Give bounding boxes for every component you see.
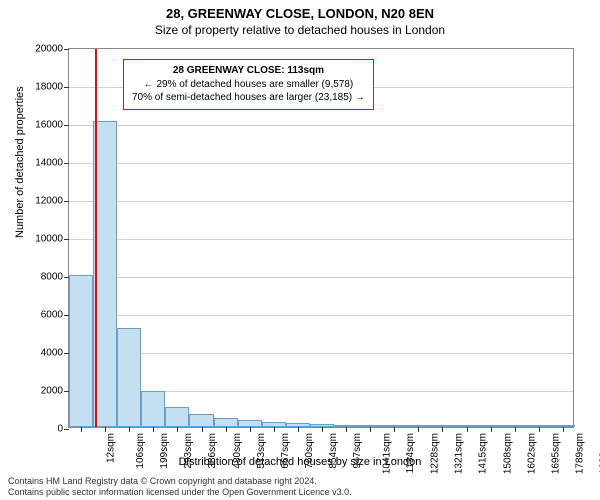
grid-line	[69, 239, 573, 240]
y-tick-mark	[64, 201, 69, 202]
histogram-bar	[141, 391, 165, 427]
y-axis-label: Number of detached properties	[14, 86, 26, 238]
x-tick-mark	[129, 427, 130, 432]
x-tick-label: 12sqm	[106, 433, 117, 463]
x-tick-label: 1041sqm	[382, 433, 393, 474]
x-tick-mark	[442, 427, 443, 432]
x-tick-mark	[202, 427, 203, 432]
grid-line	[69, 163, 573, 164]
x-tick-mark	[539, 427, 540, 432]
x-tick-label: 1228sqm	[430, 433, 441, 474]
x-tick-mark	[515, 427, 516, 432]
x-tick-mark	[81, 427, 82, 432]
x-tick-label: 1321sqm	[454, 433, 465, 474]
x-tick-label: 1134sqm	[405, 433, 416, 473]
x-tick-mark	[563, 427, 564, 432]
y-tick-mark	[64, 163, 69, 164]
x-tick-mark	[346, 427, 347, 432]
x-tick-mark	[418, 427, 419, 432]
x-tick-label: 573sqm	[256, 433, 267, 469]
y-tick-label: 18000	[35, 82, 63, 93]
histogram-bar	[238, 420, 262, 427]
chart-title-block: 28, GREENWAY CLOSE, LONDON, N20 8EN Size…	[0, 0, 600, 37]
x-tick-label: 1415sqm	[478, 433, 489, 474]
x-tick-mark	[467, 427, 468, 432]
y-tick-mark	[64, 125, 69, 126]
chart-title: 28, GREENWAY CLOSE, LONDON, N20 8EN	[0, 6, 600, 21]
annotation-line3: 70% of semi-detached houses are larger (…	[132, 91, 365, 105]
annotation-line2: ← 29% of detached houses are smaller (9,…	[132, 78, 365, 92]
y-tick-label: 12000	[35, 196, 63, 207]
x-tick-mark	[105, 427, 106, 432]
x-tick-label: 1789sqm	[574, 433, 585, 474]
footer-line1: Contains HM Land Registry data © Crown c…	[8, 476, 592, 487]
grid-line	[69, 277, 573, 278]
annotation-box: 28 GREENWAY CLOSE: 113sqm ← 29% of detac…	[123, 59, 374, 110]
x-tick-mark	[298, 427, 299, 432]
y-tick-label: 8000	[41, 272, 63, 283]
grid-line	[69, 201, 573, 202]
x-tick-mark	[394, 427, 395, 432]
x-tick-label: 947sqm	[352, 433, 363, 469]
x-tick-mark	[491, 427, 492, 432]
y-tick-label: 20000	[35, 44, 63, 55]
property-marker-line	[95, 49, 97, 427]
x-tick-label: 199sqm	[159, 433, 170, 469]
y-tick-label: 6000	[41, 310, 63, 321]
histogram-bar	[69, 275, 93, 427]
x-tick-mark	[322, 427, 323, 432]
y-tick-mark	[64, 239, 69, 240]
grid-line	[69, 353, 573, 354]
annotation-line1: 28 GREENWAY CLOSE: 113sqm	[132, 64, 365, 78]
x-tick-label: 480sqm	[232, 433, 243, 469]
histogram-bar	[117, 328, 141, 427]
y-tick-label: 16000	[35, 120, 63, 131]
x-tick-mark	[274, 427, 275, 432]
y-tick-label: 14000	[35, 158, 63, 169]
x-tick-mark	[226, 427, 227, 432]
y-tick-label: 0	[57, 424, 63, 435]
y-tick-label: 2000	[41, 386, 63, 397]
y-tick-label: 4000	[41, 348, 63, 359]
x-tick-label: 760sqm	[304, 433, 315, 469]
y-tick-label: 10000	[35, 234, 63, 245]
x-tick-label: 667sqm	[280, 433, 291, 469]
grid-line	[69, 125, 573, 126]
y-tick-mark	[64, 87, 69, 88]
footer-line2: Contains public sector information licen…	[8, 487, 592, 498]
x-tick-mark	[250, 427, 251, 432]
x-tick-mark	[177, 427, 178, 432]
y-tick-mark	[64, 49, 69, 50]
x-tick-mark	[153, 427, 154, 432]
x-tick-label: 1508sqm	[502, 433, 513, 474]
x-tick-label: 293sqm	[183, 433, 194, 469]
grid-line	[69, 315, 573, 316]
footer-attribution: Contains HM Land Registry data © Crown c…	[8, 476, 592, 498]
x-tick-mark	[370, 427, 371, 432]
histogram-bar	[165, 407, 189, 427]
x-tick-label: 1602sqm	[526, 433, 537, 474]
chart-plot-area: 0200040006000800010000120001400016000180…	[68, 48, 574, 428]
y-tick-mark	[64, 429, 69, 430]
histogram-bar	[214, 418, 238, 427]
x-tick-label: 1695sqm	[550, 433, 561, 474]
chart-subtitle: Size of property relative to detached ho…	[0, 23, 600, 37]
histogram-bar	[189, 414, 213, 427]
x-tick-label: 386sqm	[208, 433, 219, 469]
x-tick-label: 854sqm	[328, 433, 339, 469]
x-tick-label: 106sqm	[135, 433, 146, 469]
